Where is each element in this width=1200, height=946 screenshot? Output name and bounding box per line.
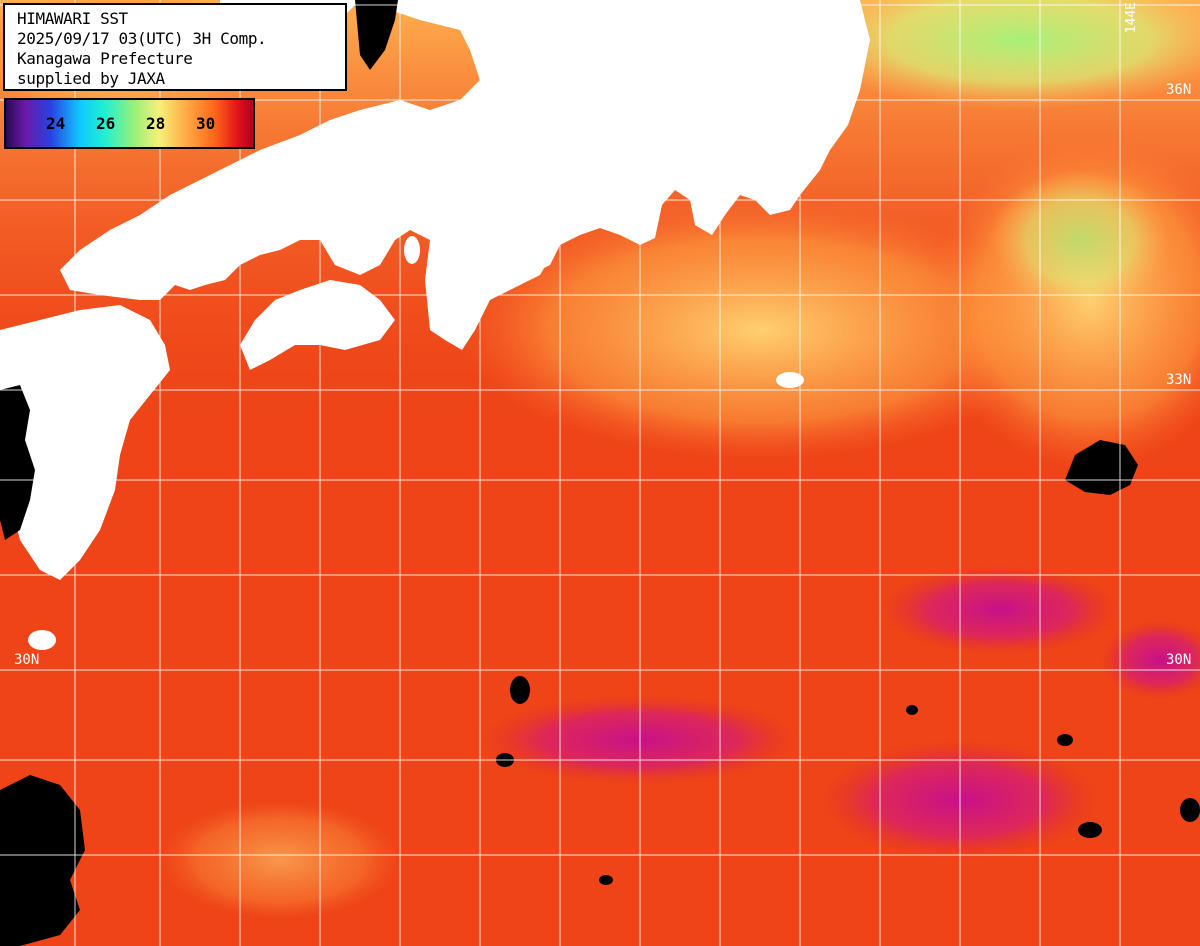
no-data-spot-5	[1180, 798, 1200, 822]
legend-tick-24: 24	[46, 114, 66, 133]
ocean-warm-pool-east	[880, 565, 1120, 655]
lon-label-136e: 136E	[484, 2, 499, 34]
no-data-north	[355, 0, 398, 70]
ocean-green-northeast	[800, 0, 1200, 110]
land-honshu	[60, 0, 870, 350]
lat-label-33n-right: 33N	[1166, 372, 1192, 388]
product-title: HIMAWARI SST	[17, 9, 128, 28]
legend-tick-30: 30	[196, 114, 216, 133]
ocean-cool-southwest	[160, 800, 400, 920]
timestamp: 2025/09/17 03(UTC) 3H Comp.	[17, 29, 267, 48]
no-data-spot-7	[1057, 734, 1073, 746]
no-data-spot-4	[1078, 822, 1102, 838]
info-box: HIMAWARI SST 2025/09/17 03(UTC) 3H Comp.…	[3, 3, 347, 91]
land-boso	[770, 130, 805, 190]
land-kii	[430, 225, 555, 345]
legend-tick-26: 26	[96, 114, 116, 133]
land-shikoku	[240, 280, 395, 370]
legend-tick-28: 28	[146, 114, 166, 133]
ocean-warm-pool-far-east	[1100, 620, 1200, 700]
lat-label-30n-left: 30N	[14, 652, 40, 668]
color-legend: 24 26 28 30	[4, 98, 255, 149]
prefecture-label: Kanagawa Prefecture	[17, 49, 193, 68]
lat-label-36n-right: 36N	[1166, 82, 1192, 98]
lat-label-33-left: 33	[14, 372, 31, 388]
no-data-kyushu-west	[0, 385, 35, 540]
no-data-spot-6	[599, 875, 613, 885]
lon-label-144e: 144E	[1124, 2, 1139, 34]
land-island-west	[28, 630, 56, 650]
land-island-izu	[776, 372, 804, 388]
lat-label-30n-right: 30N	[1166, 652, 1192, 668]
no-data-southwest	[0, 775, 85, 946]
supplier-label: supplied by JAXA	[17, 69, 165, 88]
no-data-spot-1	[510, 676, 530, 704]
land-island-awaji	[404, 236, 420, 264]
ocean-cool-eddy	[460, 200, 1060, 460]
no-data-spot-3	[906, 705, 918, 715]
ocean-green-east	[990, 170, 1170, 310]
land-kyushu	[0, 305, 170, 580]
